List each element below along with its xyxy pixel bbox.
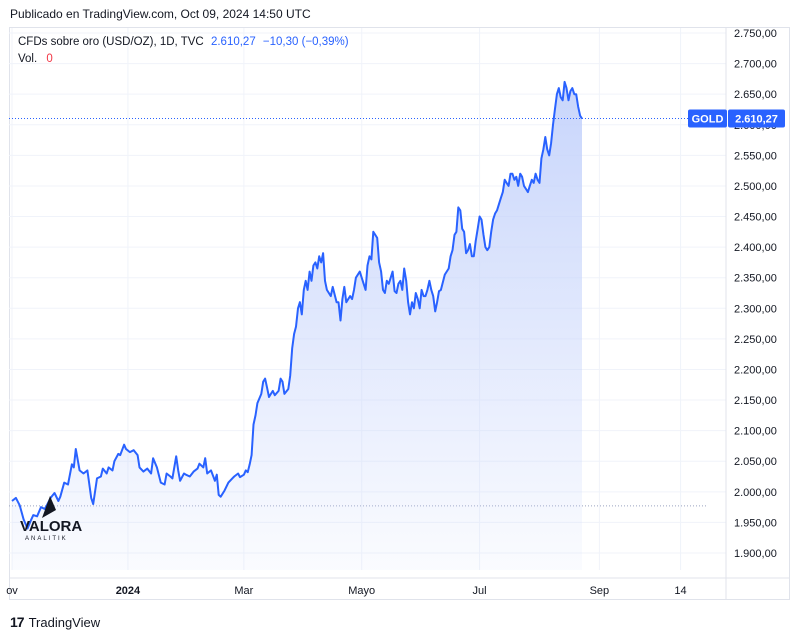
footer-brand[interactable]: TradingView [28, 614, 101, 630]
y-tick-label: 2.150,00 [734, 395, 777, 407]
y-tick-label: 2.300,00 [734, 303, 777, 315]
chart-legend[interactable]: CFDs sobre oro (USD/OZ), 1D, TVC 2.610,2… [18, 36, 349, 48]
y-tick-label: 2.000,00 [734, 487, 777, 499]
volume-legend: Vol. 0 [18, 53, 53, 65]
x-tick-label: Jul [473, 585, 487, 597]
y-tick-label: 2.050,00 [734, 456, 777, 468]
volume-label: Vol. [18, 53, 38, 65]
y-tick-label: 2.700,00 [734, 59, 777, 71]
y-tick-label: 1.950,00 [734, 517, 777, 529]
last-price-tag: GOLD 2.610,27 [9, 109, 785, 128]
y-tick-label: 2.250,00 [734, 334, 777, 346]
valora-watermark: VALORA ANALITIK [20, 496, 82, 542]
x-tick-label: ov [6, 585, 18, 597]
y-tick-label: 2.350,00 [734, 273, 777, 285]
y-tick-label: 2.450,00 [734, 212, 777, 224]
volume-value: 0 [46, 53, 53, 65]
tag-value-text: 2.610,27 [735, 113, 778, 125]
tag-name-box [688, 109, 727, 128]
change-value: −10,30 (−0,39%) [262, 36, 349, 48]
x-tick-label: Sep [590, 585, 610, 597]
watermark-brand: VALORA [20, 518, 82, 535]
x-tick-label: Mar [234, 585, 253, 597]
y-tick-label: 2.200,00 [734, 364, 777, 376]
tradingview-logo-icon: 17 [10, 614, 25, 630]
y-tick-label: 2.400,00 [734, 242, 777, 254]
tag-name-text: GOLD [692, 113, 724, 125]
y-tick-label: 2.500,00 [734, 181, 777, 193]
y-tick-label: 1.900,00 [734, 548, 777, 560]
last-value: 2.610,27 [210, 36, 256, 48]
footer[interactable]: 17 TradingView [10, 614, 100, 630]
series-line-path [11, 80, 583, 530]
series-line [11, 80, 583, 530]
published-caption: Publicado en TradingView.com, Oct 09, 20… [10, 7, 311, 21]
y-tick-label: 2.100,00 [734, 426, 777, 438]
tag-value-box [728, 109, 785, 128]
watermark-sub: ANALITIK [25, 536, 68, 542]
chart-frame [9, 27, 790, 600]
x-tick-label: 14 [674, 585, 686, 597]
x-axis: ov 2024 Mar Mayo Jul Sep 14 [6, 577, 790, 597]
y-tick-label: 2.550,00 [734, 150, 777, 162]
x-tick-label: Mayo [348, 585, 375, 597]
x-tick-label: 2024 [116, 585, 141, 597]
watermark-logo-icon [42, 496, 56, 518]
y-tick-label: 2.750,00 [734, 28, 777, 40]
y-tick-label: 2.650,00 [734, 89, 777, 101]
symbol-label: CFDs sobre oro (USD/OZ), 1D, TVC [18, 36, 204, 48]
